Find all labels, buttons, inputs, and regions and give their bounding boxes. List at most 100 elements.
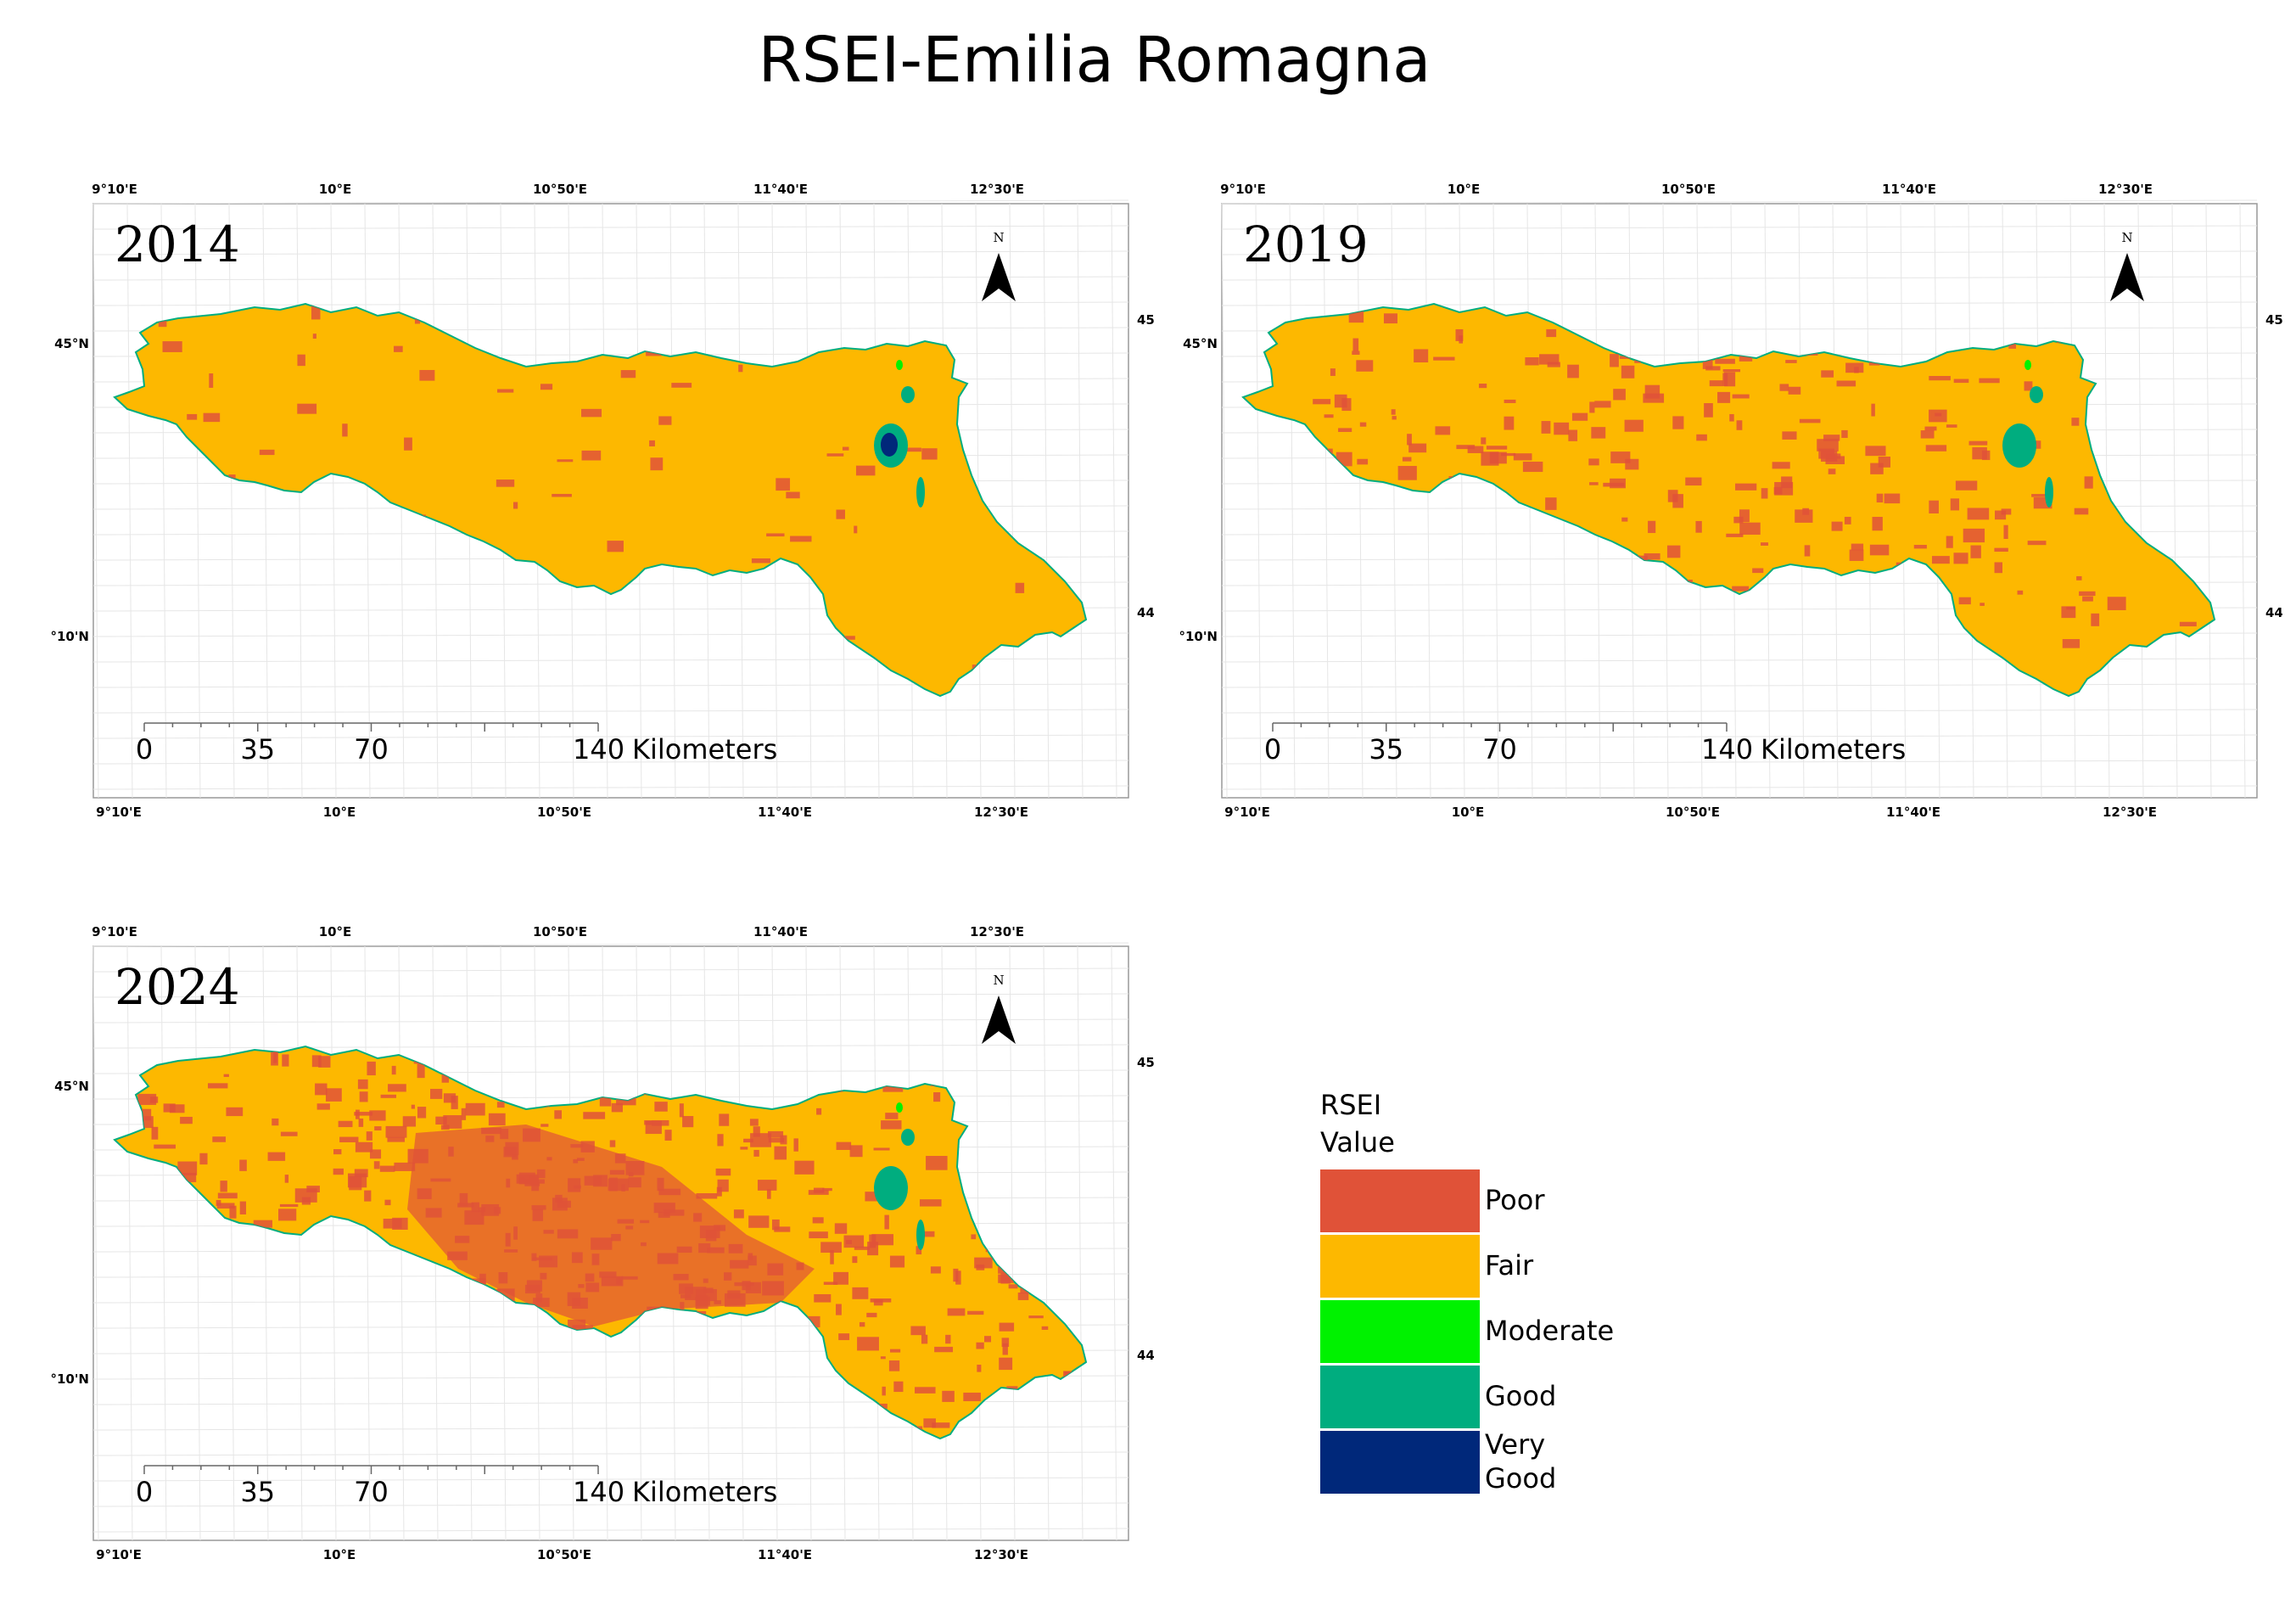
lon-label-bottom: 12°30'E [974, 1547, 1028, 1562]
lon-label-top: 10°E [319, 182, 352, 197]
scale-tick-label: 140 [573, 733, 624, 766]
lon-label-top: 9°10'E [92, 182, 137, 197]
lat-label-left-lower: 44°10'N [51, 629, 89, 644]
scale-tick-label: 35 [1369, 733, 1403, 766]
lon-label-top: 12°30'E [2098, 182, 2153, 197]
north-arrow-icon [2110, 253, 2144, 301]
lon-label-top: 12°30'E [970, 182, 1024, 197]
scale-unit-label: Kilometers [632, 1476, 777, 1508]
year-label: 2024 [115, 958, 240, 1016]
year-label: 2014 [115, 216, 240, 273]
legend-swatch-fair [1320, 1235, 1480, 1298]
lon-label-bottom: 11°40'E [758, 1547, 812, 1562]
legend-swatch-moderate [1320, 1300, 1480, 1363]
legend-label-very-good: Very Good [1485, 1427, 1556, 1495]
page-title: RSEI-Emilia Romagna [758, 24, 1431, 97]
lon-label-top: 10°50'E [533, 924, 587, 939]
region-fair-base [1241, 302, 2216, 698]
scale-tick-label: 70 [1482, 733, 1517, 766]
scale-unit-label: Kilometers [632, 733, 777, 766]
scale-tick-label: 0 [136, 1476, 153, 1508]
legend-swatch-good [1320, 1366, 1480, 1428]
map-svg: 9°10'E 9°10'E 10°E 10°E 10°50'E 10°50'E 11°40'… [51, 182, 1154, 820]
scale-bar [143, 1465, 599, 1474]
legend-label-good: Good [1485, 1380, 1557, 1412]
north-label: N [2121, 230, 2132, 245]
lat-label-left-upper: 45°N [1183, 336, 1218, 351]
scale-tick-label: 0 [136, 733, 153, 766]
coastal-wetlands [874, 360, 925, 508]
lon-label-bottom: 10°E [323, 1547, 356, 1562]
scale-unit-label: Kilometers [1761, 733, 1906, 766]
lon-label-bottom: 10°50'E [1666, 805, 1720, 820]
coastal-wetlands [2002, 360, 2053, 508]
legend-swatch-very-good [1320, 1431, 1480, 1494]
lon-label-bottom: 11°40'E [1886, 805, 1940, 820]
legend-label-fair: Fair [1485, 1249, 1534, 1282]
legend-item-poor: Poor [1320, 1169, 1660, 1234]
legend-title-line2: Value [1320, 1126, 1395, 1158]
scale-tick-label: 140 [573, 1476, 624, 1508]
lon-label-bottom: 12°30'E [2103, 805, 2157, 820]
lon-label-bottom: 9°10'E [96, 805, 142, 820]
lon-label-bottom: 11°40'E [758, 805, 812, 820]
legend-label-poor: Poor [1485, 1184, 1545, 1216]
lon-label-bottom: 10°50'E [537, 1547, 591, 1562]
lat-label-right-lower: 44°10'N [2265, 605, 2282, 620]
scale-bar [143, 722, 599, 732]
lon-label-top: 10°E [319, 924, 352, 939]
lon-label-top: 10°E [1448, 182, 1481, 197]
lat-label-right-upper: 45°N [2265, 312, 2282, 328]
scale-tick-label: 70 [354, 1476, 389, 1508]
map-panel-2014: 9°10'E 9°10'E 10°E 10°E 10°50'E 10°50'E 11°40'… [51, 170, 1154, 849]
north-arrow-icon [982, 995, 1016, 1044]
lon-label-top: 11°40'E [753, 924, 808, 939]
lon-label-bottom: 9°10'E [96, 1547, 142, 1562]
lon-label-bottom: 10°50'E [537, 805, 591, 820]
lon-label-top: 10°50'E [533, 182, 587, 197]
map-svg: 9°10'E 9°10'E 10°E 10°E 10°50'E 10°50'E 11°40'… [51, 924, 1154, 1562]
lon-label-bottom: 9°10'E [1224, 805, 1270, 820]
map-panel-2019: 9°10'E 9°10'E 10°E 10°E 10°50'E 10°50'E 11°40'… [1179, 170, 2282, 849]
region-fair-base [113, 302, 1088, 698]
legend-item-good: Good [1320, 1366, 1660, 1430]
map-panel-2024: 9°10'E 9°10'E 10°E 10°E 10°50'E 10°50'E 11°40'… [51, 912, 1154, 1591]
coastal-wetlands [874, 1102, 925, 1250]
legend-label-moderate: Moderate [1485, 1315, 1615, 1347]
lon-label-bottom: 12°30'E [974, 805, 1028, 820]
scale-tick-label: 35 [240, 1476, 275, 1508]
map-svg: 9°10'E 9°10'E 10°E 10°E 10°50'E 10°50'E 11°40'… [1179, 182, 2282, 820]
scale-bar [1272, 722, 1728, 732]
legend-title: RSEI Value [1320, 1086, 1395, 1161]
north-arrow-icon [982, 253, 1016, 301]
lat-label-right-lower: 44°10'N [1137, 605, 1154, 620]
legend-title-line1: RSEI [1320, 1089, 1382, 1121]
lon-label-top: 9°10'E [92, 924, 137, 939]
lat-label-left-upper: 45°N [54, 1079, 89, 1094]
lat-label-left-lower: 44°10'N [51, 1371, 89, 1387]
lon-label-top: 11°40'E [753, 182, 808, 197]
legend-item-very-good: Very Good [1320, 1428, 1660, 1495]
legend-label-very: Very [1485, 1428, 1546, 1461]
scale-tick-label: 70 [354, 733, 389, 766]
lat-label-right-upper: 45°N [1137, 1055, 1154, 1070]
legend-item-moderate: Moderate [1320, 1300, 1660, 1365]
scale-tick-label: 140 [1701, 733, 1753, 766]
legend-label-good-2: Good [1485, 1462, 1557, 1495]
north-label: N [993, 230, 1004, 245]
scale-tick-label: 35 [240, 733, 275, 766]
legend: RSEI Value Poor Fair Moderate Good Very … [1307, 1086, 1663, 1495]
lon-label-top: 10°50'E [1661, 182, 1716, 197]
lon-label-bottom: 10°E [323, 805, 356, 820]
legend-swatch-poor [1320, 1169, 1480, 1232]
scale-tick-label: 0 [1264, 733, 1281, 766]
lon-label-bottom: 10°E [1452, 805, 1485, 820]
legend-item-fair: Fair [1320, 1235, 1660, 1299]
lat-label-right-lower: 44°10'N [1137, 1348, 1154, 1363]
year-label: 2019 [1243, 216, 1369, 273]
north-label: N [993, 973, 1004, 988]
lat-label-left-upper: 45°N [54, 336, 89, 351]
lat-label-left-lower: 44°10'N [1179, 629, 1218, 644]
lon-label-top: 11°40'E [1882, 182, 1936, 197]
lon-label-top: 9°10'E [1220, 182, 1266, 197]
